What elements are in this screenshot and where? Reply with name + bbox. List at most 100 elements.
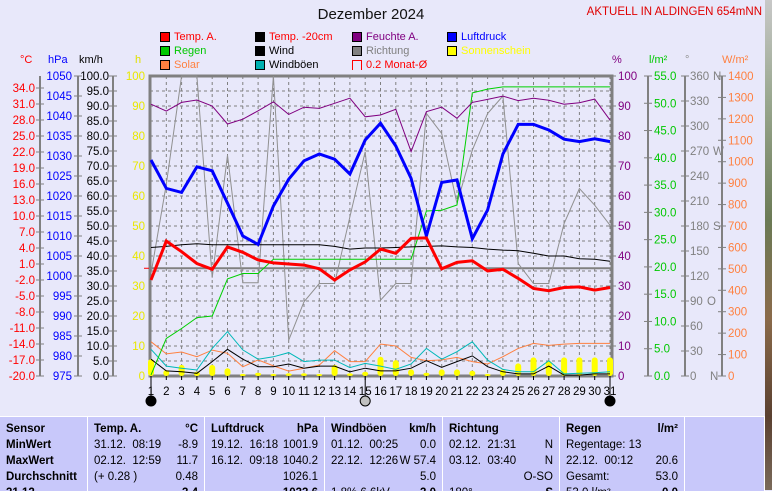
x-tick-label-day: 20 <box>435 386 448 398</box>
axis-unit-rain: l/m² <box>649 54 668 66</box>
cell-timestamp: Regentage: 13 <box>566 439 642 451</box>
legend-item: Richtung <box>352 45 409 57</box>
table-column-header: Temp. A. °C <box>94 421 198 437</box>
axis-tick-label-wind: 0.0 <box>93 371 109 383</box>
axis-tick-label-pressure: 990 <box>53 311 72 323</box>
axis-tick-label-solar: 1100 <box>728 135 753 147</box>
axis-tick-label-solar: 400 <box>728 285 747 297</box>
axis-tick-label-temp: -8.0 <box>15 307 35 319</box>
axis-tick-label-solar: 1200 <box>728 114 754 126</box>
cell-value: 3.0 <box>420 485 436 491</box>
axis-tick-label-sunshine: 50 <box>132 221 145 233</box>
cell-timestamp: 22.12. 00:12 <box>566 455 634 467</box>
axis-tick-label-wind: 90.0 <box>87 101 109 113</box>
axis-unit-sunshine: h <box>135 54 142 66</box>
chart-title: Dezember 2024 <box>0 6 772 23</box>
legend-swatch-icon <box>255 46 265 56</box>
axis-tick-label-rain: 0.0 <box>654 371 670 383</box>
axis-tick-label-humidity: 10 <box>618 341 631 353</box>
axis-tick-label-sunshine: 70 <box>132 161 145 173</box>
axis-tick-label-temp: -20.0 <box>9 371 35 383</box>
axis-tick-label-rain: 40.0 <box>654 153 676 165</box>
legend-swatch-icon <box>447 46 457 56</box>
legend-swatch-icon <box>160 46 170 56</box>
compass-label: N <box>713 71 721 83</box>
axis-tick-label-wind: 55.0 <box>87 206 109 218</box>
axis-tick-label-pressure: 1010 <box>46 231 72 243</box>
axis-tick-label-wind: 15.0 <box>87 326 109 338</box>
cell-value: O-SO <box>523 471 553 483</box>
axis-tick-label-pressure: 995 <box>53 291 72 303</box>
cell-timestamp: (+ 0.28 ) <box>94 471 138 483</box>
axis-tick-label-direction: 360 <box>690 71 709 83</box>
series-sonnenschein-bar <box>331 364 338 376</box>
axis-tick-label-temp: -17.0 <box>9 355 35 367</box>
x-tick-label-day: 7 <box>240 386 246 398</box>
axis-tick-label-solar: 1400 <box>728 71 754 83</box>
series-sonnenschein-bar <box>148 359 154 376</box>
table-column-sensor: Sensor MinWert MaxWert Durchschnitt 31.12. <box>0 417 88 491</box>
legend-item: Windböen <box>255 59 319 71</box>
axis-tick-label-temp: 19.0 <box>13 163 35 175</box>
legend-item: Sonnenschein <box>447 45 531 57</box>
axis-tick-label-pressure: 1005 <box>46 251 72 263</box>
series-sonnenschein-bar <box>239 373 246 376</box>
axis-tick-label-humidity: 30 <box>618 281 631 293</box>
axis-tick-label-temp: -2.0 <box>15 275 35 287</box>
column-title: Regen <box>566 423 602 435</box>
series-sonnenschein-bar <box>545 360 552 376</box>
x-tick-label-day: 19 <box>420 386 433 398</box>
axis-tick-label-rain: 25.0 <box>654 235 676 247</box>
axis-tick-label-humidity: 100 <box>618 71 637 83</box>
series-sonnenschein-bar <box>576 357 583 376</box>
x-tick-label-day: 11 <box>298 386 310 398</box>
x-tick-label-day: 22 <box>466 386 479 398</box>
cell-value: 1001.9 <box>282 439 318 451</box>
axis-tick-label-wind: 40.0 <box>87 251 109 263</box>
table-column-header: Luftdruck hPa <box>211 421 318 437</box>
axis-tick-label-humidity: 0 <box>618 371 624 383</box>
series-sonnenschein-bar <box>408 369 415 376</box>
table-row-label: MaxWert <box>6 453 81 469</box>
axis-tick-label-direction: 210 <box>690 196 709 208</box>
legend-swatch-icon <box>447 32 457 42</box>
weather-chart: -20.0 -17.0 -14.0 -11.0 -8.0 -5.0 -2.0 1.0 4.0 7.… <box>9 71 754 407</box>
compass-label: O <box>707 296 716 308</box>
cell-value: 1026.1 <box>282 471 318 483</box>
axis-tick-label-sunshine: 0 <box>139 371 145 383</box>
axis-tick-label-temp: 31.0 <box>13 99 35 111</box>
cell-value: N <box>544 455 553 467</box>
x-tick-label-day: 26 <box>527 386 540 398</box>
axis-tick-label-pressure: 1040 <box>46 111 72 123</box>
axis-tick-label-sunshine: 20 <box>132 311 145 323</box>
axis-tick-label-temp: 16.0 <box>13 179 35 191</box>
axis-tick-label-pressure: 1050 <box>46 71 72 83</box>
axis-tick-label-temp: 4.0 <box>19 243 35 255</box>
axis-tick-label-wind: 50.0 <box>87 221 109 233</box>
axis-tick-label-temp: 22.0 <box>13 147 35 159</box>
column-title: Richtung <box>449 423 499 435</box>
axis-tick-label-temp: 7.0 <box>19 227 35 239</box>
axis-tick-label-rain: 20.0 <box>654 262 676 274</box>
new-moon-icon <box>145 395 157 407</box>
axis-tick-label-temp: 1.0 <box>19 259 35 271</box>
cell-timestamp: Gesamt: <box>566 471 610 483</box>
axis-tick-label-rain: 35.0 <box>654 180 676 192</box>
axis-tick-label-solar: 500 <box>728 264 747 276</box>
table-cell: 53.0 l/m² 0.0 <box>566 485 678 491</box>
axis-tick-label-pressure: 980 <box>53 351 72 363</box>
axis-tick-label-wind: 45.0 <box>87 236 109 248</box>
table-cell: Regentage: 13 <box>566 437 678 453</box>
axis-tick-label-pressure: 1020 <box>46 191 72 203</box>
legend-label: Richtung <box>366 45 410 57</box>
legend-swatch-icon <box>352 60 362 70</box>
series-windb-en-line <box>150 330 611 375</box>
cell-value: 1040.2 <box>282 455 318 467</box>
chart-title-text: Dezember 2024 <box>317 6 425 23</box>
table-column-empty <box>685 417 765 491</box>
axis-tick-label-rain: 55.0 <box>654 71 676 83</box>
x-tick-label-day: 16 <box>374 386 387 398</box>
axis-tick-label-sunshine: 40 <box>132 251 145 263</box>
x-tick-label-day: 14 <box>344 386 357 398</box>
axis-tick-label-wind: 100.0 <box>80 71 109 83</box>
